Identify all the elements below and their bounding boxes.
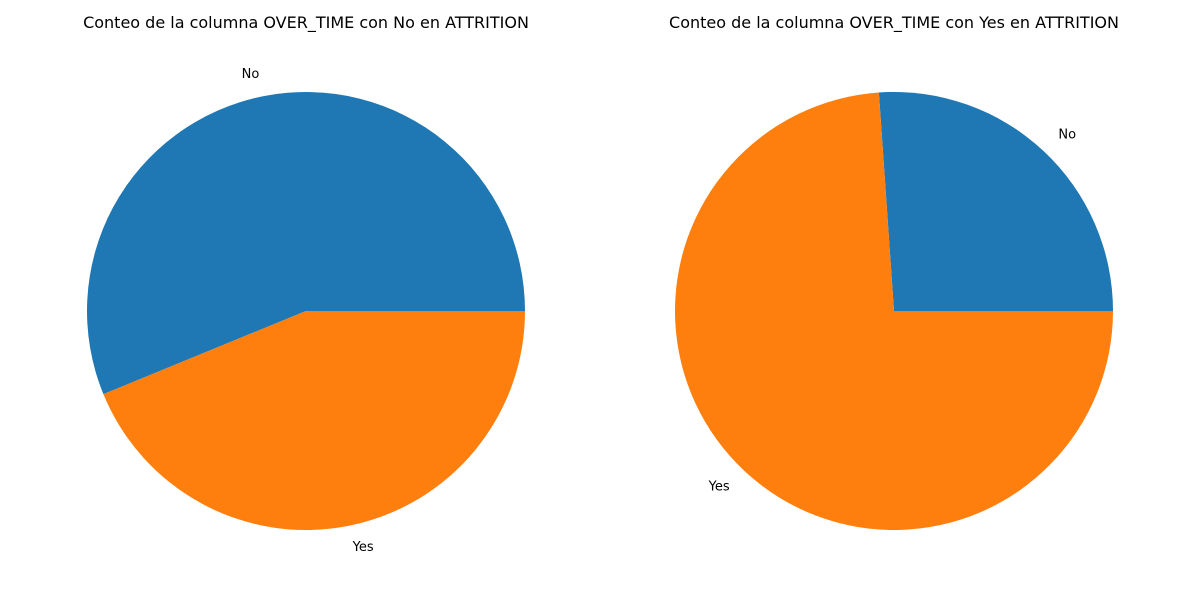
pie-label-no: No xyxy=(242,67,260,82)
pie-labels: No Yes xyxy=(242,67,374,555)
pie-chart-attrition-no: Conteo de la columna OVER_TIME con No en… xyxy=(83,13,529,555)
chart-title: Conteo de la columna OVER_TIME con Yes e… xyxy=(669,13,1119,33)
pie-label-yes: Yes xyxy=(708,480,730,495)
pie-slices xyxy=(675,92,1113,530)
pie-slice-no xyxy=(878,92,1113,311)
pie-label-no: No xyxy=(1058,127,1076,142)
pie-label-yes: Yes xyxy=(352,540,374,555)
pie-slices xyxy=(87,91,526,530)
pie-chart-attrition-yes: Conteo de la columna OVER_TIME con Yes e… xyxy=(669,13,1119,530)
pie-slice-no xyxy=(87,91,525,395)
pie-labels: No Yes xyxy=(708,127,1076,494)
pie-slice-yes xyxy=(103,311,526,530)
pie-slice-yes xyxy=(675,92,1113,530)
chart-title: Conteo de la columna OVER_TIME con No en… xyxy=(83,13,529,33)
